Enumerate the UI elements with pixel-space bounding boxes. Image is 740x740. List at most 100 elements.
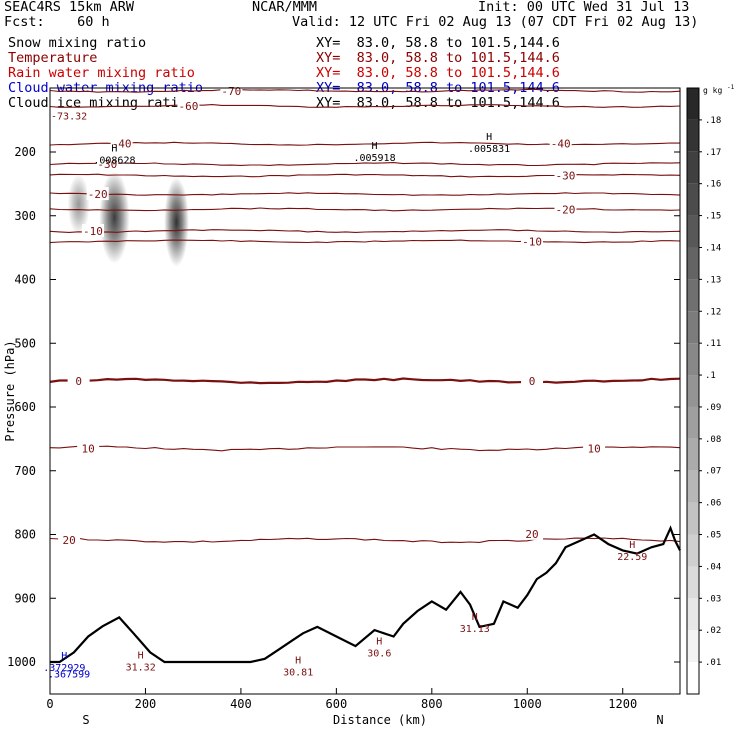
colorbar-swatch [687,438,699,471]
y-tick-label: 300 [14,209,36,223]
maximum-label: .005918 [353,153,395,164]
temperature-contour [49,192,681,196]
colorbar-swatch [687,598,699,631]
colorbar-tick-label: .05 [705,531,721,541]
contour-label-bg [96,157,119,171]
colorbar-tick-label: .17 [705,148,721,158]
maximum-marker: H [372,141,378,152]
colorbar-unit-exponent: -1 [727,84,735,91]
colorbar-tick-label: .08 [705,435,721,445]
field-label: Temperature [8,50,98,66]
x-tick-label: 400 [230,697,252,711]
colorbar-swatch [687,343,699,376]
colorbar-swatch [687,215,699,248]
colorbar-swatch [687,151,699,184]
colorbar-tick-label: .06 [705,499,721,509]
x-axis-title: Distance (km) [333,713,427,727]
colorbar-tick-label: .02 [705,626,721,636]
contour-label-bg [554,168,577,182]
colorbar-swatch [687,279,699,312]
maximum-label: 22.59 [617,552,647,563]
contour-label-bg [554,202,577,216]
colorbar-tick-label: .1 [705,371,716,381]
forecast-hour: Fcst: 60 h [4,14,110,30]
north-label: N [656,713,663,727]
maximum-marker: H [472,612,478,623]
y-tick-label: 800 [14,528,36,542]
temperature-contour [49,104,681,108]
colorbar-swatch [687,470,699,503]
contour-label: -40 [112,138,132,151]
y-tick-label: 900 [14,591,36,605]
contour-label: 20 [525,528,538,541]
x-tick-label: 0 [46,697,53,711]
temperature-contour [49,88,681,93]
colorbar-swatch [687,119,699,152]
field-label: Rain water mixing ratio [8,65,195,81]
contour-label: 10 [82,442,95,455]
colorbar-swatch [687,88,699,120]
contour-label: 0 [529,375,536,388]
contour-label-bg [549,136,572,150]
maximum-label: -73.32 [51,112,87,123]
model-name: SEAC4RS 15km ARW [4,0,135,15]
maximum-label: .005831 [468,144,510,155]
temperature-contour [49,141,681,146]
maximum-marker: H [111,144,117,155]
y-axis-title: Pressure (hPa) [3,340,17,441]
contour-label: -20 [88,188,108,201]
maximum-label: 31.13 [460,624,490,635]
contour-label-bg [58,533,81,547]
maximum-label: .367599 [48,669,90,680]
contour-label-bg [86,187,109,201]
field-label: Snow mixing ratio [8,35,147,51]
temperature-contour [49,445,681,452]
maximum-marker: H [629,540,635,551]
colorbar-unit: g kg [703,86,722,95]
maximum-marker: H [376,636,382,647]
colorbar-tick-label: .13 [705,275,721,285]
contour-label: -60 [178,100,198,113]
colorbar-swatch [687,534,699,567]
field-xy: XY= 83.0, 58.8 to 101.5,144.6 [316,65,560,81]
contour-label: -70 [221,85,241,98]
maximum-label: 30.6 [367,648,391,659]
contour-label-bg [521,526,544,540]
maximum-marker: H [61,651,67,662]
contour-label-bg [220,83,243,97]
temperature-contour [49,537,681,544]
y-tick-label: 1000 [7,655,36,669]
y-tick-label: 600 [14,400,36,414]
chart-header: SEAC4RS 15km ARW NCAR/MMM Init: 00 UTC W… [0,0,740,115]
colorbar-swatch [687,630,699,663]
contour-label: -10 [522,235,542,248]
colorbar-tick-label: .09 [705,403,721,413]
y-tick-label: 700 [14,464,36,478]
snow-cell [164,177,189,267]
colorbar-tick-label: .01 [705,658,721,668]
maximum-label: .372929 [43,663,85,674]
contour-label: -30 [97,158,117,171]
y-tick-label: 500 [14,336,36,350]
valid-time: Valid: 12 UTC Fri 02 Aug 13 (07 CDT Fri … [292,14,699,30]
maximum-label: .008628 [93,156,135,167]
plot-frame [49,87,681,695]
maximum-marker: H [138,650,144,661]
colorbar-swatch [687,662,699,694]
contour-label-bg [177,99,200,113]
temperature-contour [49,162,681,167]
colorbar-swatch [687,406,699,439]
colorbar-tick-label: .16 [705,180,721,190]
colorbar-tick-label: .11 [705,339,721,349]
colorbar-tick-label: .12 [705,307,721,317]
contour-label: 10 [587,442,600,455]
contour-label-bg [67,373,90,387]
contour-label: -30 [556,170,576,183]
colorbar-tick-label: .18 [705,116,721,126]
colorbar-tick-label: .07 [705,467,721,477]
colorbar-tick-label: .04 [705,562,721,572]
y-tick-label: 200 [14,145,36,159]
colorbar-swatch [687,183,699,216]
contour-label: -20 [556,203,576,216]
snow-cell [67,174,90,235]
